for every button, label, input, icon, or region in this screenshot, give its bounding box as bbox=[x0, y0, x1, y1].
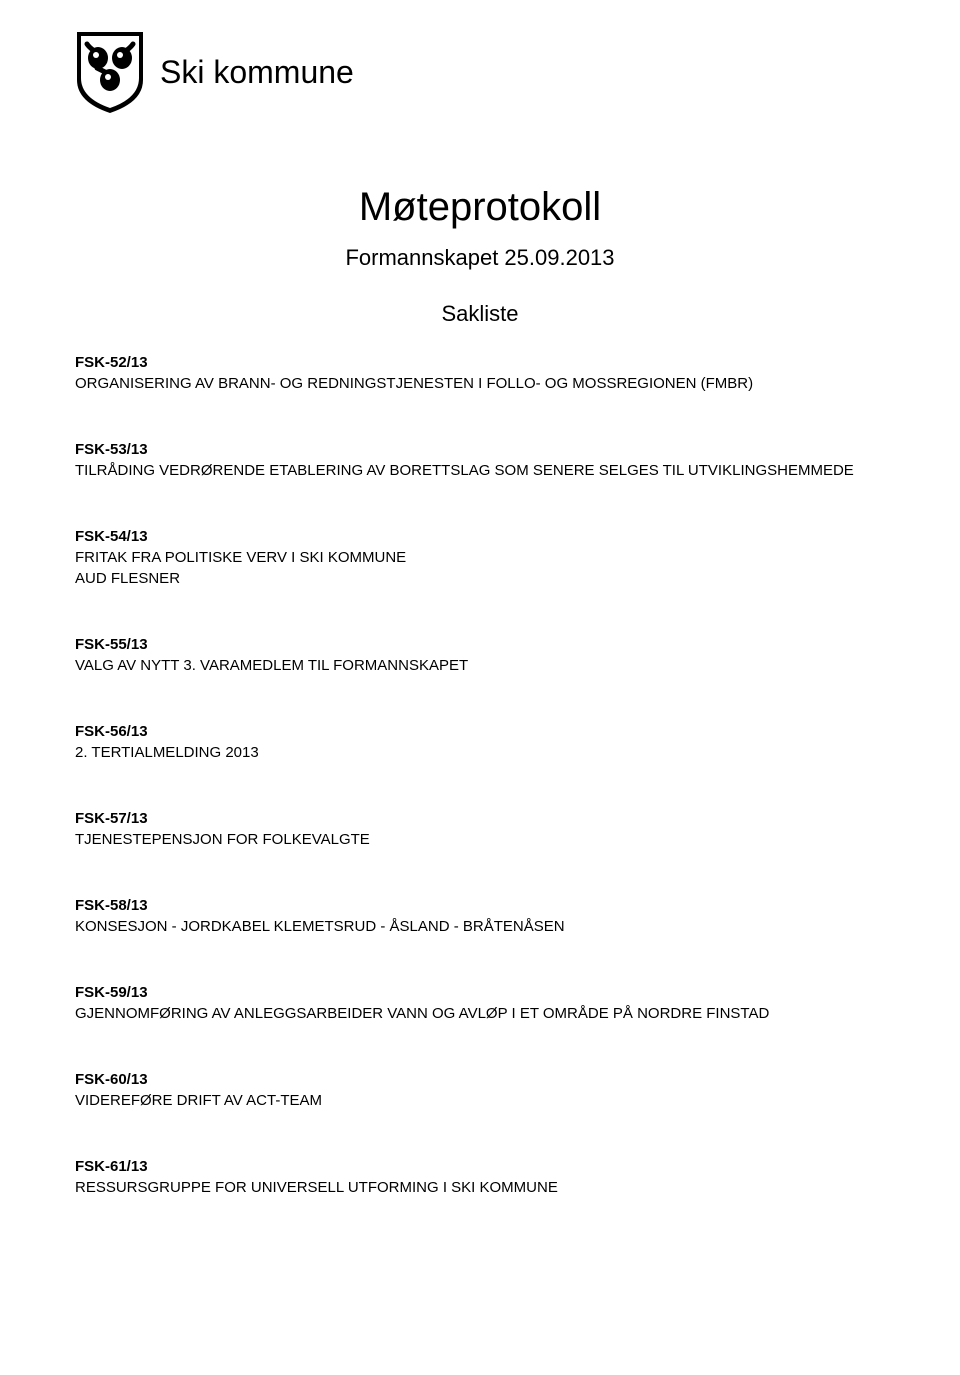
agenda-item-title: FRITAK FRA POLITISKE VERV I SKI KOMMUNE … bbox=[75, 547, 885, 589]
document-title: Møteprotokoll bbox=[75, 185, 885, 230]
agenda-item-code: FSK-56/13 bbox=[75, 721, 885, 742]
agenda-item: FSK-57/13TJENESTEPENSJON FOR FOLKEVALGTE bbox=[75, 808, 885, 850]
document-subtitle: Formannskapet 25.09.2013 bbox=[75, 245, 885, 271]
agenda-item-code: FSK-55/13 bbox=[75, 634, 885, 655]
agenda-item-code: FSK-58/13 bbox=[75, 895, 885, 916]
agenda-item: FSK-53/13TILRÅDING VEDRØRENDE ETABLERING… bbox=[75, 439, 885, 481]
section-heading: Sakliste bbox=[75, 301, 885, 327]
header-logo: Ski kommune bbox=[75, 30, 885, 115]
agenda-item-code: FSK-60/13 bbox=[75, 1069, 885, 1090]
agenda-item-code: FSK-61/13 bbox=[75, 1156, 885, 1177]
agenda-item-title: RESSURSGRUPPE FOR UNIVERSELL UTFORMING I… bbox=[75, 1177, 885, 1198]
agenda-item: FSK-61/13RESSURSGRUPPE FOR UNIVERSELL UT… bbox=[75, 1156, 885, 1198]
agenda-item: FSK-55/13VALG AV NYTT 3. VARAMEDLEM TIL … bbox=[75, 634, 885, 676]
agenda-list: FSK-52/13ORGANISERING AV BRANN- OG REDNI… bbox=[75, 352, 885, 1198]
agenda-item: FSK-54/13FRITAK FRA POLITISKE VERV I SKI… bbox=[75, 526, 885, 589]
agenda-item: FSK-59/13GJENNOMFØRING AV ANLEGGSARBEIDE… bbox=[75, 982, 885, 1024]
agenda-item-code: FSK-57/13 bbox=[75, 808, 885, 829]
agenda-item-title: TJENESTEPENSJON FOR FOLKEVALGTE bbox=[75, 829, 885, 850]
shield-icon bbox=[75, 30, 145, 115]
agenda-item-code: FSK-54/13 bbox=[75, 526, 885, 547]
agenda-item: FSK-58/13KONSESJON - JORDKABEL KLEMETSRU… bbox=[75, 895, 885, 937]
agenda-item-title: 2. TERTIALMELDING 2013 bbox=[75, 742, 885, 763]
agenda-item-title: TILRÅDING VEDRØRENDE ETABLERING AV BORET… bbox=[75, 460, 885, 481]
agenda-item-title: GJENNOMFØRING AV ANLEGGSARBEIDER VANN OG… bbox=[75, 1003, 885, 1024]
agenda-item: FSK-56/132. TERTIALMELDING 2013 bbox=[75, 721, 885, 763]
agenda-item: FSK-52/13ORGANISERING AV BRANN- OG REDNI… bbox=[75, 352, 885, 394]
agenda-item: FSK-60/13VIDEREFØRE DRIFT AV ACT-TEAM bbox=[75, 1069, 885, 1111]
agenda-item-title: ORGANISERING AV BRANN- OG REDNINGSTJENES… bbox=[75, 373, 885, 394]
agenda-item-title: VIDEREFØRE DRIFT AV ACT-TEAM bbox=[75, 1090, 885, 1111]
agenda-item-title: KONSESJON - JORDKABEL KLEMETSRUD - ÅSLAN… bbox=[75, 916, 885, 937]
agenda-item-code: FSK-59/13 bbox=[75, 982, 885, 1003]
agenda-item-code: FSK-53/13 bbox=[75, 439, 885, 460]
org-name: Ski kommune bbox=[160, 54, 354, 91]
agenda-item-code: FSK-52/13 bbox=[75, 352, 885, 373]
agenda-item-title: VALG AV NYTT 3. VARAMEDLEM TIL FORMANNSK… bbox=[75, 655, 885, 676]
